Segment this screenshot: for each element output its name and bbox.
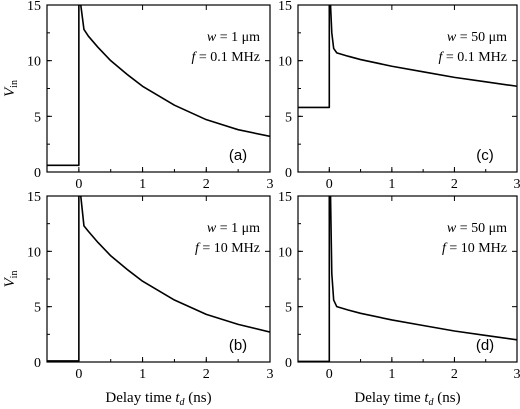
x-tick-label-b: 1 — [139, 367, 146, 382]
param-label-a: w = 1 μm — [207, 30, 260, 45]
x-axis-subscript: d — [180, 397, 186, 408]
param-value: = 0.1 MHz — [442, 50, 507, 65]
param-label-c: w = 50 μm — [447, 30, 507, 45]
x-tick-label-a: 0 — [75, 177, 82, 192]
y-axis-symbol: V — [2, 276, 18, 287]
panel-label-a: (a) — [229, 147, 247, 164]
panel-d: 0 1 2 3 0 5 10 15 Delay time td (ns) w = 50 μm f =… — [278, 190, 520, 408]
panel-a: 0 1 2 3 0 5 10 15 Vin w = 1 μm f = 0.1 MHz (a) — [2, 0, 274, 192]
y-tick-label-d: 10 — [278, 245, 292, 260]
param-symbol: w — [447, 221, 457, 236]
param-symbol: f — [195, 241, 201, 256]
param-value: = 0.1 MHz — [195, 50, 260, 65]
param-label-b: w = 1 μm — [207, 221, 260, 236]
x-tick-label-d: 1 — [388, 367, 395, 382]
panel-label-c: (c) — [476, 147, 494, 164]
y-tick-label-c: 0 — [285, 166, 292, 181]
y-tick-label-c: 5 — [285, 110, 292, 125]
y-axis-subscript: in — [9, 80, 20, 88]
x-axis-unit: (ns) — [434, 390, 461, 406]
param-symbol: f — [442, 241, 448, 256]
x-tick-label-c: 0 — [326, 177, 333, 192]
y-tick-label-a: 15 — [27, 0, 41, 14]
y-axis-subscript: in — [9, 271, 20, 279]
x-axis-symbol: t — [424, 390, 429, 406]
y-tick-label-a: 0 — [34, 166, 41, 181]
panel-label-b: (b) — [229, 337, 247, 354]
param-value: = 50 μm — [456, 30, 507, 45]
param-label-a: f = 0.1 MHz — [191, 50, 260, 65]
series-line-c — [298, 5, 517, 109]
x-axis-title-b: Delay time td (ns) — [105, 390, 211, 408]
x-tick-label-d: 2 — [451, 367, 458, 382]
x-tick-label-b: 0 — [75, 367, 82, 382]
param-label-b: f = 10 MHz — [195, 241, 260, 256]
x-axis-text: Delay time — [105, 390, 175, 406]
y-tick-label-a: 5 — [34, 110, 41, 125]
x-tick-label-c: 3 — [514, 177, 520, 192]
x-tick-label-d: 0 — [326, 367, 333, 382]
panel-b: 0 1 2 3 0 5 10 15 Vin Delay time td (ns) w = 1 μm f… — [2, 190, 274, 408]
y-axis-title-b: Vin — [2, 271, 20, 288]
param-value: = 1 μm — [216, 221, 260, 236]
y-tick-label-b: 5 — [34, 301, 41, 316]
series-line-a — [47, 5, 270, 167]
y-tick-label-d: 0 — [285, 356, 292, 371]
x-axis-title-d: Delay time td (ns) — [354, 390, 460, 408]
param-value: = 1 μm — [216, 30, 260, 45]
param-symbol: w — [447, 30, 457, 45]
series-line-d — [298, 196, 517, 362]
y-axis-symbol: V — [2, 86, 18, 97]
x-tick-label-b: 3 — [267, 367, 274, 382]
param-value: = 50 μm — [456, 221, 507, 236]
param-symbol: f — [191, 50, 197, 65]
y-tick-label-a: 10 — [27, 55, 41, 70]
x-tick-label-a: 3 — [267, 177, 274, 192]
y-tick-label-b: 10 — [27, 245, 41, 260]
param-label-d: f = 10 MHz — [442, 241, 507, 256]
x-axis-text: Delay time — [354, 390, 424, 406]
y-tick-label-b: 0 — [34, 356, 41, 371]
param-label-d: w = 50 μm — [447, 221, 507, 236]
param-symbol: f — [438, 50, 444, 65]
y-tick-label-b: 15 — [27, 190, 41, 205]
series-line-b — [47, 196, 270, 362]
y-tick-label-c: 15 — [278, 0, 292, 14]
param-symbol: w — [207, 30, 217, 45]
panel-label-d: (d) — [476, 337, 494, 354]
param-label-c: f = 0.1 MHz — [438, 50, 507, 65]
x-tick-label-b: 2 — [203, 367, 210, 382]
x-tick-label-a: 1 — [139, 177, 146, 192]
param-value: = 10 MHz — [199, 241, 260, 256]
param-value: = 10 MHz — [446, 241, 507, 256]
y-tick-label-d: 15 — [278, 190, 292, 205]
x-tick-label-d: 3 — [514, 367, 520, 382]
x-tick-label-c: 1 — [388, 177, 395, 192]
y-tick-label-d: 5 — [285, 301, 292, 316]
x-axis-subscript: d — [429, 397, 435, 408]
y-tick-label-c: 10 — [278, 55, 292, 70]
x-axis-symbol: t — [175, 390, 180, 406]
x-tick-label-a: 2 — [203, 177, 210, 192]
x-tick-label-c: 2 — [451, 177, 458, 192]
param-symbol: w — [207, 221, 217, 236]
x-axis-unit: (ns) — [185, 390, 212, 406]
y-axis-title-a: Vin — [2, 80, 20, 97]
